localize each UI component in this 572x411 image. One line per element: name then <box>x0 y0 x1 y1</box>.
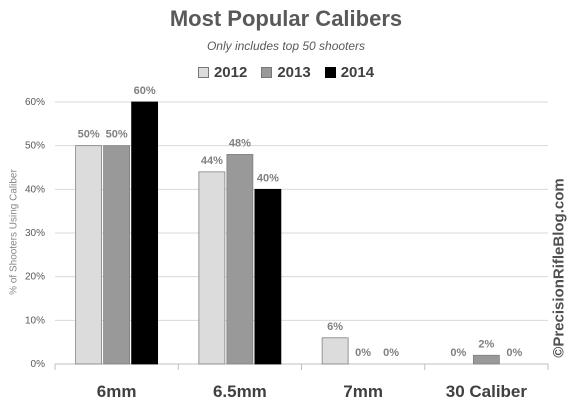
data-label: 0% <box>383 347 399 359</box>
data-label: 0% <box>506 347 522 359</box>
y-tick-label: 60% <box>25 97 45 108</box>
data-label: 50% <box>78 129 100 141</box>
bar <box>226 153 254 365</box>
bar <box>103 145 131 365</box>
bar <box>472 354 500 365</box>
data-label: 44% <box>201 155 223 167</box>
data-label: 40% <box>257 172 279 184</box>
legend-swatch-2014 <box>324 67 336 78</box>
y-tick-label: 50% <box>25 141 45 152</box>
legend: 2012 2013 2014 <box>0 64 572 81</box>
x-tick-label: 6.5mm <box>213 382 267 401</box>
x-tick-label: 7mm <box>343 382 383 401</box>
y-tick-label: 20% <box>25 272 45 283</box>
data-label: 60% <box>134 85 156 97</box>
data-label: 50% <box>106 129 128 141</box>
y-tick-label: 30% <box>25 228 45 239</box>
chart-subtitle: Only includes top 50 shooters <box>206 39 366 53</box>
legend-label-2012: 2012 <box>213 64 248 81</box>
legend-label-2014: 2014 <box>340 64 375 81</box>
y-tick-label: 10% <box>25 315 45 326</box>
x-tick-label: 6mm <box>97 382 137 401</box>
bar <box>131 101 159 365</box>
data-label: 6% <box>327 321 343 333</box>
data-label: 2% <box>478 338 494 350</box>
legend-item-2013: 2013 <box>261 64 311 81</box>
legend-swatch-2013 <box>261 67 273 78</box>
legend-item-2012: 2012 <box>197 64 248 81</box>
bar <box>321 337 349 365</box>
data-label: 0% <box>450 347 466 359</box>
y-tick-label: 0% <box>31 359 46 370</box>
bar <box>75 145 103 365</box>
legend-label-2013: 2013 <box>277 64 311 81</box>
data-label: 48% <box>229 137 251 149</box>
legend-item-2014: 2014 <box>324 64 375 81</box>
y-tick-label: 40% <box>25 184 45 195</box>
legend-swatch-2012 <box>197 67 209 78</box>
x-tick-label: 30 Caliber <box>446 382 528 401</box>
bar <box>198 171 226 365</box>
chart-title: Most Popular Calibers <box>169 6 403 31</box>
bar <box>254 188 282 365</box>
data-label: 0% <box>355 347 371 359</box>
